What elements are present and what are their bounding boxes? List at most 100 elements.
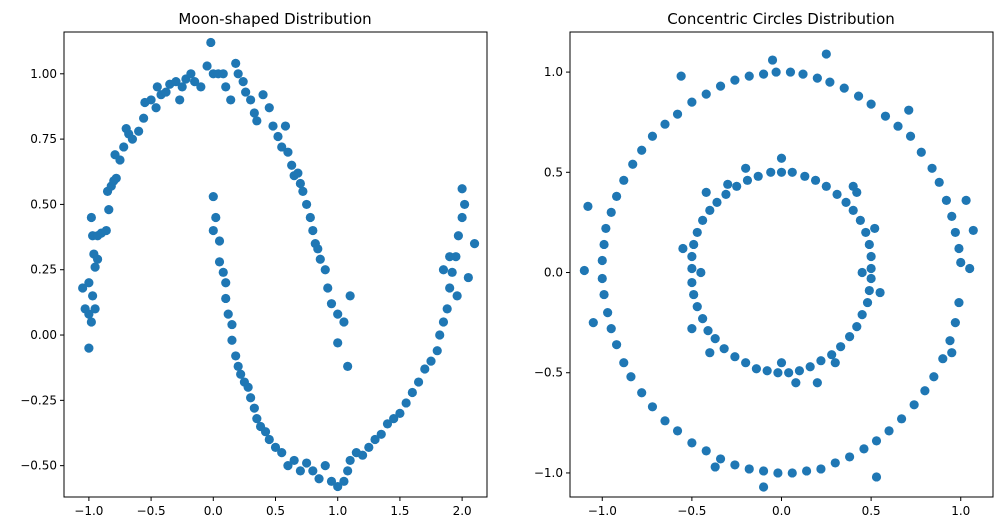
scatter-point (689, 289, 699, 300)
y-tick-label: −1.0 (534, 466, 563, 480)
scatter-point (742, 175, 753, 185)
scatter-point (787, 468, 797, 478)
scatter-point (453, 231, 463, 241)
scatter-point (848, 181, 858, 191)
scatter-point (214, 257, 225, 267)
scatter-point (853, 91, 864, 101)
scatter-point (954, 243, 964, 254)
scatter-point (283, 147, 293, 157)
scatter-point (816, 464, 826, 474)
scatter-point (732, 181, 742, 191)
plot-frame (63, 31, 488, 498)
scatter-point (264, 103, 274, 113)
scatter-point (231, 351, 241, 361)
scatter-point (880, 111, 891, 121)
scatter-point (208, 191, 218, 202)
scatter-point (619, 175, 629, 185)
scatter-point (687, 277, 697, 288)
scatter-point (277, 142, 287, 152)
scatter-point (730, 352, 740, 362)
scatter-point (929, 372, 939, 382)
scatter-point (293, 168, 303, 178)
scatter-point (175, 95, 185, 105)
scatter-point (875, 287, 885, 298)
scatter-point (852, 322, 862, 332)
scatter-point (938, 354, 948, 364)
scatter-point (730, 460, 740, 470)
scatter-point (676, 71, 686, 81)
y-tick-label: 0.50 (30, 197, 57, 211)
scatter-point (243, 382, 253, 392)
scatter-point (909, 400, 919, 410)
scatter-point (343, 361, 353, 371)
scatter-point (637, 388, 647, 398)
scatter-point (84, 309, 94, 319)
scatter-point (115, 155, 125, 165)
scatter-point (214, 236, 225, 246)
moon-scatter-chart: Moon-shaped Distribution −1.0 −0.5 0.0 0.5 1… (20, 10, 488, 518)
scatter-point (313, 244, 323, 254)
scatter-point (855, 215, 865, 226)
scatter-point (812, 378, 822, 388)
scatter-point (370, 434, 380, 445)
scatter-point (238, 77, 248, 87)
scatter-point (773, 368, 783, 378)
scatter-point (364, 442, 374, 452)
scatter-point (861, 227, 871, 238)
scatter-point (687, 263, 697, 274)
scatter-point (295, 178, 305, 189)
scatter-point (127, 134, 138, 144)
scatter-point (389, 414, 399, 424)
scatter-point (689, 239, 699, 250)
scatter-point (326, 299, 337, 309)
scatter-point (246, 95, 256, 105)
scatter-point (264, 434, 274, 445)
scatter-point (678, 243, 688, 254)
scatter-point (111, 173, 121, 183)
scatter-point (866, 99, 876, 109)
scatter-point (101, 225, 111, 236)
x-tick-label: 2.0 (453, 504, 472, 518)
scatter-point (766, 167, 776, 177)
scatter-point (701, 89, 711, 99)
scatter-point (339, 476, 349, 486)
x-axis: −1.0 −0.5 0.0 0.5 1.0 1.5 2.0 (74, 497, 472, 518)
scatter-point (90, 262, 100, 272)
scatter-point (871, 436, 882, 446)
x-tick-label: 0.5 (266, 504, 285, 518)
scatter-point (916, 147, 926, 157)
scatter-point (246, 393, 256, 403)
scatter-point (447, 267, 457, 277)
scatter-point (812, 73, 822, 83)
scatter-point (857, 267, 867, 278)
scatter-point (893, 121, 903, 131)
scatter-point (628, 159, 638, 169)
scatter-points (579, 49, 978, 492)
scatter-point (177, 82, 187, 92)
scatter-point (345, 455, 355, 466)
scatter-point (771, 67, 781, 77)
scatter-point (283, 461, 293, 471)
scatter-point (773, 468, 783, 478)
scatter-point (146, 95, 156, 105)
scatter-point (280, 121, 291, 131)
scatter-point (287, 160, 297, 170)
scatter-point (233, 69, 243, 79)
scatter-point (787, 167, 797, 177)
scatter-point (445, 283, 455, 293)
scatter-point (249, 108, 259, 118)
scatter-point (956, 257, 966, 268)
scatter-point (660, 119, 670, 129)
scatter-point (751, 364, 762, 374)
scatter-point (134, 126, 144, 136)
scatter-point (308, 225, 318, 236)
scatter-point (816, 356, 826, 366)
circles-scatter-chart: Concentric Circles Distribution −1.0 −0.5… (534, 10, 994, 518)
scatter-point (268, 121, 278, 131)
scatter-point (270, 442, 281, 452)
scatter-point (78, 283, 88, 293)
scatter-point (862, 297, 873, 308)
scatter-point (401, 398, 411, 408)
scatter-point (687, 438, 697, 448)
scatter-point (314, 474, 324, 484)
